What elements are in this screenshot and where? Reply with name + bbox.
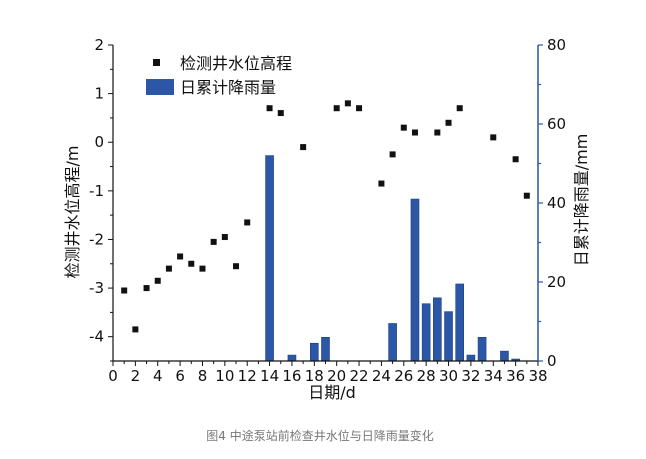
y-right-tick-label: 40 [547,194,566,212]
level-point [378,180,385,187]
rain-bar [433,297,442,362]
level-point [300,144,307,151]
x-tick-label: 2 [131,367,141,385]
x-tick-label: 20 [327,367,346,385]
level-point [356,105,363,112]
level-point [456,105,463,112]
level-point [523,192,530,199]
level-point [165,265,172,272]
x-tick-label: 6 [175,367,185,385]
level-point [490,134,497,141]
rain-bar [287,354,297,362]
x-tick-label: 18 [305,367,324,385]
level-point [121,287,128,294]
rain-bar [455,283,465,362]
level-point [132,326,139,333]
x-tick-label: 12 [238,367,257,385]
y-right-tick-label: 60 [547,115,566,133]
y-left-tick-label: -1 [89,182,104,200]
level-point [143,285,150,292]
legend-bar-label: 日累计降雨量 [180,78,276,97]
tick-labels: 0 2 4 6 8 10 12 14 16 18 20 22 24 26 28 30 32 34 36 38-4-3-… [89,36,566,385]
y-right-axis-title: 日累计降雨量/mm [572,134,591,267]
x-tick-label: 28 [417,367,436,385]
legend-scatter-marker [153,59,160,66]
rain-bar [410,198,420,362]
level-point [210,238,217,245]
rain-bar [310,342,319,362]
level-point [188,260,195,267]
x-tick-label: 30 [439,367,458,385]
y-right-tick-label: 0 [547,352,557,370]
level-point [400,124,407,131]
y-left-tick-label: -3 [89,279,104,297]
level-point [512,156,519,163]
rain-bar [388,323,397,362]
level-point [344,100,351,107]
x-tick-label: 10 [215,367,234,385]
level-point [445,119,452,126]
x-tick-label: 24 [372,367,391,385]
level-point [333,105,340,112]
x-tick-label: 16 [282,367,301,385]
x-tick-label: 38 [528,367,547,385]
level-point [177,253,184,260]
y-right-tick-label: 80 [547,36,566,54]
x-tick-label: 4 [153,367,163,385]
level-point [244,219,251,226]
y-left-tick-label: 1 [94,85,104,103]
x-tick-label: 14 [260,367,279,385]
level-point [221,234,228,241]
figure-caption: 图4 中途泵站前检查井水位与日降雨量变化 [206,428,433,443]
rain-bar [444,311,453,362]
x-tick-label: 32 [461,367,480,385]
x-axis-title: 日期/d [308,383,356,402]
y-left-tick-label: 2 [94,36,104,54]
rain-bar [265,155,274,362]
level-point [199,265,206,272]
rain-bar [500,350,509,362]
legend-bar-swatch [146,79,174,95]
rain-bar [321,336,330,362]
scatter-series [121,100,530,333]
rain-bar [477,336,487,362]
bar-series [265,155,520,362]
legend: 检测井水位高程 日累计降雨量 [146,54,292,97]
level-point [277,110,284,117]
axes [108,44,543,366]
legend-scatter-label: 检测井水位高程 [180,54,292,73]
x-tick-label: 0 [108,367,118,385]
x-tick-label: 26 [394,367,413,385]
y-left-tick-label: -2 [89,230,104,248]
y-right-tick-label: 20 [547,273,566,291]
level-point [434,129,441,136]
y-left-axis-title: 检测井水位高程/m [63,146,82,279]
y-left-tick-label: 0 [94,133,104,151]
y-left-tick-label: -4 [89,328,104,346]
x-tick-label: 34 [484,367,503,385]
rain-bar [466,354,476,362]
level-point [154,277,161,284]
x-tick-label: 36 [506,367,525,385]
rain-bar [421,303,431,362]
level-point [389,151,396,158]
x-tick-label: 8 [198,367,208,385]
x-tick-label: 22 [350,367,369,385]
level-point [233,263,240,270]
level-point [266,105,273,112]
level-point [411,129,418,136]
